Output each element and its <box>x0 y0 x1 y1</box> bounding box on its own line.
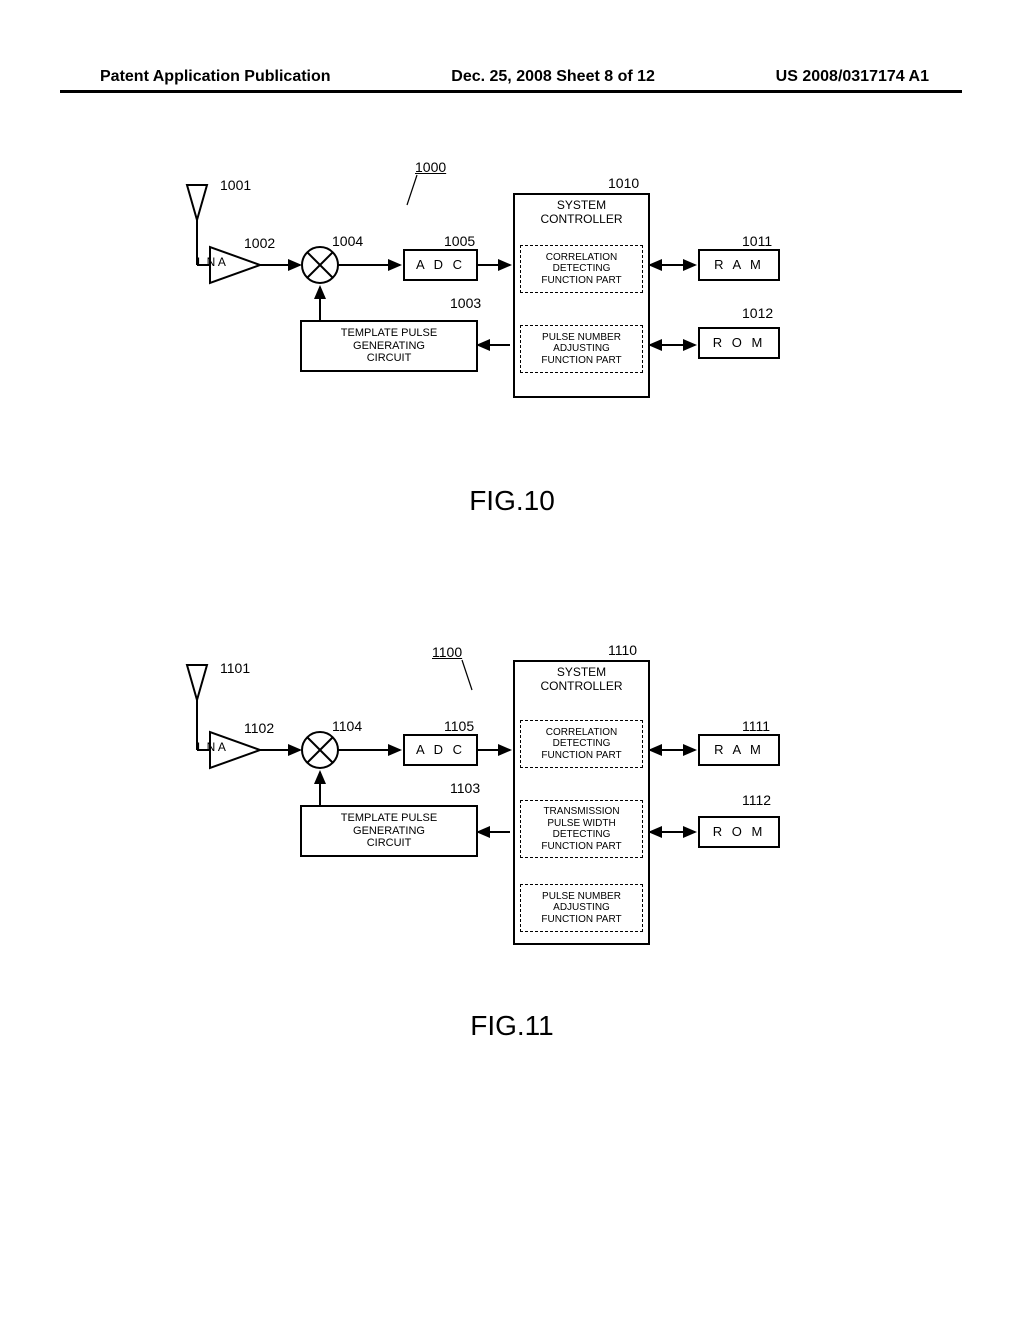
pulse-adjust-text: PULSE NUMBER ADJUSTING FUNCTION PART <box>541 332 621 367</box>
template-text: TEMPLATE PULSE GENERATING CIRCUIT <box>341 327 437 365</box>
txpulse-box-11: TRANSMISSION PULSE WIDTH DETECTING FUNCT… <box>520 800 643 858</box>
correlation-text: CORRELATION DETECTING FUNCTION PART <box>541 252 621 287</box>
template-box-11: TEMPLATE PULSE GENERATING CIRCUIT <box>300 805 478 857</box>
template-text-11: TEMPLATE PULSE GENERATING CIRCUIT <box>341 812 437 850</box>
lna-label-11: L N A <box>197 740 226 754</box>
header-right: US 2008/0317174 A1 <box>776 68 929 86</box>
adc-text-11: A D C <box>416 743 465 758</box>
fig11-wires <box>0 610 1024 1010</box>
ref-1104: 1104 <box>332 718 362 734</box>
ref-1101: 1101 <box>220 660 250 676</box>
correlation-box-11: CORRELATION DETECTING FUNCTION PART <box>520 720 643 768</box>
ref-1005: 1005 <box>444 233 475 249</box>
ref-1003: 1003 <box>450 295 481 311</box>
rom-box-11: R O M <box>698 816 780 848</box>
rom-box: R O M <box>698 327 780 359</box>
ram-box: R A M <box>698 249 780 281</box>
correlation-box: CORRELATION DETECTING FUNCTION PART <box>520 245 643 293</box>
ref-1010: 1010 <box>608 175 639 191</box>
ref-1112: 1112 <box>742 792 771 808</box>
header-left: Patent Application Publication <box>100 68 331 86</box>
ref-1102: 1102 <box>244 720 274 736</box>
adc-text: A D C <box>416 258 465 273</box>
header-rule <box>60 90 962 93</box>
correlation-text-11: CORRELATION DETECTING FUNCTION PART <box>541 727 621 762</box>
fig10-wires <box>0 155 1024 485</box>
lna-label: L N A <box>197 255 226 269</box>
txpulse-text-11: TRANSMISSION PULSE WIDTH DETECTING FUNCT… <box>541 806 621 852</box>
header-center: Dec. 25, 2008 Sheet 8 of 12 <box>451 68 655 86</box>
adc-box-11: A D C <box>403 734 478 766</box>
fig10-diagram: 1000 1001 1002 1004 1005 1003 1010 1011 … <box>0 155 1024 485</box>
adc-box: A D C <box>403 249 478 281</box>
pulse-adjust-text-11: PULSE NUMBER ADJUSTING FUNCTION PART <box>541 891 621 926</box>
ref-1012: 1012 <box>742 305 773 321</box>
syscon-title-11: SYSTEM CONTROLLER <box>515 666 648 694</box>
ram-text: R A M <box>714 258 764 273</box>
ref-1105: 1105 <box>444 718 474 734</box>
fig11-label: FIG.11 <box>0 1010 1024 1042</box>
rom-text: R O M <box>713 336 766 351</box>
page-header: Patent Application Publication Dec. 25, … <box>0 68 1024 86</box>
fig11-diagram: 1100 1101 1102 1104 1105 1103 1110 1111 … <box>0 610 1024 1010</box>
ram-box-11: R A M <box>698 734 780 766</box>
pulse-adjust-box-11: PULSE NUMBER ADJUSTING FUNCTION PART <box>520 884 643 932</box>
template-box: TEMPLATE PULSE GENERATING CIRCUIT <box>300 320 478 372</box>
ref-1100: 1100 <box>432 644 462 660</box>
pulse-adjust-box: PULSE NUMBER ADJUSTING FUNCTION PART <box>520 325 643 373</box>
ref-1004: 1004 <box>332 233 363 249</box>
ref-1103: 1103 <box>450 780 480 796</box>
ref-1011: 1011 <box>742 233 772 249</box>
fig10-label: FIG.10 <box>0 485 1024 517</box>
ref-1111: 1111 <box>742 718 770 734</box>
syscon-title: SYSTEM CONTROLLER <box>515 199 648 227</box>
ref-1110: 1110 <box>608 642 637 658</box>
ref-1000: 1000 <box>415 159 446 175</box>
ref-1001: 1001 <box>220 177 251 193</box>
ref-1002: 1002 <box>244 235 275 251</box>
rom-text-11: R O M <box>713 825 766 840</box>
ram-text-11: R A M <box>714 743 764 758</box>
